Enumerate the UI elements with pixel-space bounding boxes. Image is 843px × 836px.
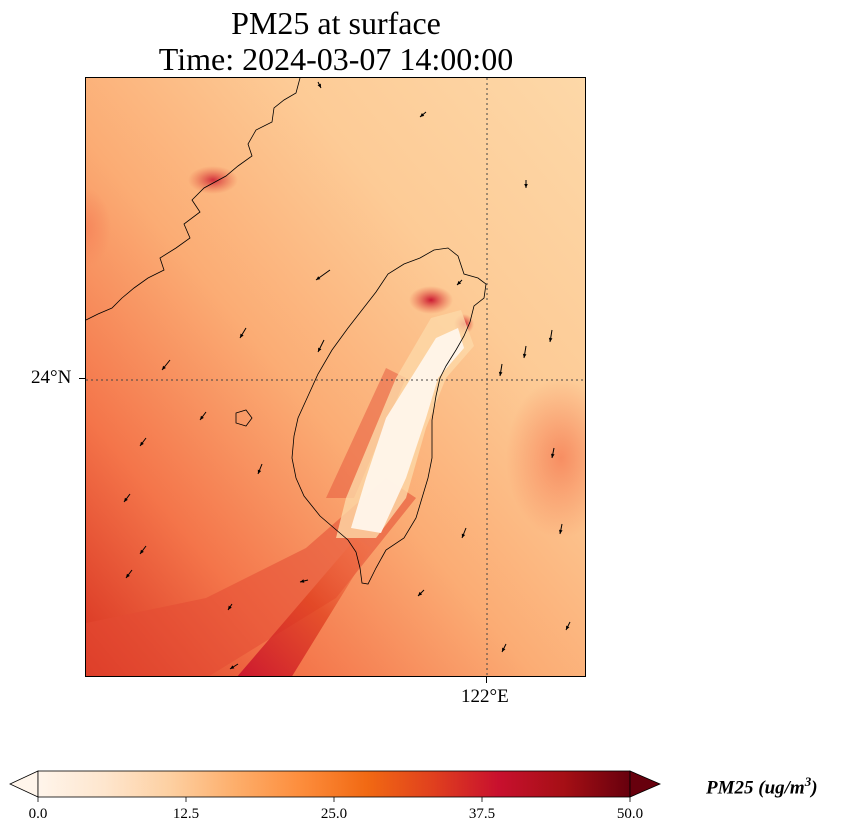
pm25-band-west-coast	[237, 538, 371, 676]
wind-vector-arrow	[498, 363, 503, 377]
colorbar	[9, 770, 662, 802]
pm25-plume-east	[506, 378, 585, 538]
wind-vector-arrow	[257, 463, 263, 475]
pm25-hotspot-north-taiwan	[409, 286, 453, 314]
pm25-band-west-coast-2	[326, 368, 406, 498]
wind-vector-arrow	[551, 447, 555, 459]
wind-vector-arrow	[125, 569, 133, 579]
map-title-line-1: PM25 at surface	[231, 5, 441, 41]
pm25-plume-northwest	[86, 188, 111, 268]
wind-vector-arrow	[501, 643, 507, 653]
wind-vector-arrow	[522, 345, 527, 359]
coastline	[86, 78, 487, 585]
colorbar-title: PM25 (ug/m3)	[706, 774, 818, 799]
wind-vector-arrow	[417, 589, 425, 597]
colorbar-title-close: )	[811, 777, 818, 799]
wind-vector-arrow	[299, 579, 309, 583]
wind-vector-arrow	[139, 545, 147, 555]
wind-vector-arrow	[139, 437, 147, 447]
wind-vector-arrow	[419, 111, 427, 118]
lon-tick-label: 122°E	[461, 686, 509, 707]
wind-vector-layer	[123, 81, 571, 670]
wind-vector-arrow	[317, 339, 325, 353]
coastline-taiwan	[291, 247, 487, 585]
colorbar-tick-label: 37.5	[468, 806, 496, 822]
wind-vector-arrow	[317, 81, 322, 89]
colorbar-extend-high	[629, 770, 662, 798]
coastline-china	[86, 78, 301, 321]
wind-vector-arrow	[161, 359, 171, 371]
wind-vector-arrow	[229, 663, 239, 670]
pm25-lowest-central-taiwan	[351, 328, 464, 533]
wind-vector-arrow	[565, 621, 571, 631]
wind-vector-arrow	[456, 279, 463, 286]
colorbar-tick-label: 12.5	[172, 806, 200, 822]
colorbar-ticks	[37, 797, 631, 802]
wind-vector-arrow	[199, 411, 207, 421]
coastline-penghu	[235, 409, 253, 427]
wind-vector-arrow	[524, 180, 528, 188]
colorbar-tick-label: 0.0	[28, 806, 48, 822]
wind-vector-arrow	[239, 327, 247, 339]
wind-vector-arrow	[559, 523, 563, 535]
wind-vector-arrow	[227, 603, 233, 611]
colorbar-tick-label: 25.0	[320, 806, 348, 822]
map-panel	[85, 77, 586, 677]
colorbar-tick-label: 50.0	[616, 806, 644, 822]
lat-tick-mark	[79, 378, 85, 379]
lon-tick-mark	[486, 677, 487, 683]
colorbar-title-main: PM25 (ug/m	[706, 777, 805, 799]
map-canvas	[86, 78, 585, 676]
map-title-line-2: Time: 2024-03-07 14:00:00	[158, 41, 514, 77]
wind-vector-arrow	[123, 493, 131, 503]
colorbar-body	[37, 770, 631, 798]
lat-tick-label: 24°N	[31, 367, 72, 388]
wind-vector-arrow	[548, 329, 553, 343]
colorbar-title-sup: 3	[804, 774, 812, 789]
pm25-hotspot-coast-nw	[188, 166, 238, 194]
wind-vector-arrow	[461, 527, 467, 539]
colorbar-extend-low	[9, 770, 39, 798]
wind-vector-arrow	[315, 269, 331, 281]
